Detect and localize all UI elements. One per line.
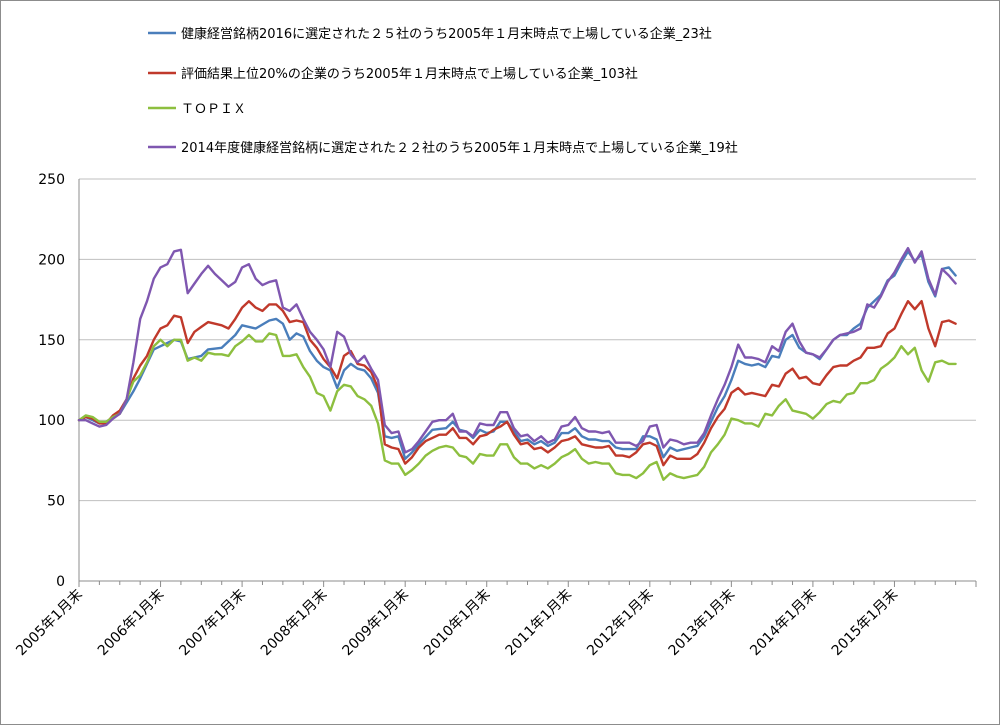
x-tick-label: 2014年1月末 xyxy=(747,587,820,660)
x-tick-label: 2008年1月末 xyxy=(258,587,331,660)
x-tick-label: 2013年1月末 xyxy=(666,587,739,660)
x-tick-label: 2006年1月末 xyxy=(95,587,168,660)
y-tick-label: 0 xyxy=(56,574,65,590)
x-tick-label: 2015年1月末 xyxy=(829,587,902,660)
legend-label-0: 健康経営銘柄2016に選定された２５社のうち2005年１月末時点で上場している企… xyxy=(181,26,712,42)
x-tick-label: 2010年1月末 xyxy=(421,587,494,660)
y-tick-label: 250 xyxy=(38,172,65,188)
series-lines xyxy=(77,246,957,481)
x-tick-label: 2009年1月末 xyxy=(339,587,412,660)
series-line-0 xyxy=(77,250,957,460)
x-tick-label: 2005年1月末 xyxy=(13,587,86,660)
x-tick-label: 2007年1月末 xyxy=(176,587,249,660)
series-line-1 xyxy=(77,300,957,467)
series-line-2 xyxy=(77,332,957,481)
legend-label-3: 2014年度健康経営銘柄に選定された２２社のうち2005年１月末時点で上場してい… xyxy=(181,140,738,156)
legend: 健康経営銘柄2016に選定された２５社のうち2005年１月末時点で上場している企… xyxy=(148,26,738,156)
series-line-3 xyxy=(77,246,957,454)
y-tick-label: 150 xyxy=(38,333,65,349)
y-tick-label: 50 xyxy=(47,494,65,510)
y-tick-label: 100 xyxy=(38,413,65,429)
x-tick-label: 2012年1月末 xyxy=(584,587,657,660)
x-tick-label: 2011年1月末 xyxy=(503,587,576,660)
y-tick-label: 200 xyxy=(38,252,65,268)
legend-label-1: 評価結果上位20%の企業のうち2005年１月末時点で上場している企業_103社 xyxy=(181,66,638,82)
legend-label-2: ＴＯＰＩＸ xyxy=(181,102,246,117)
gridlines xyxy=(79,178,976,502)
